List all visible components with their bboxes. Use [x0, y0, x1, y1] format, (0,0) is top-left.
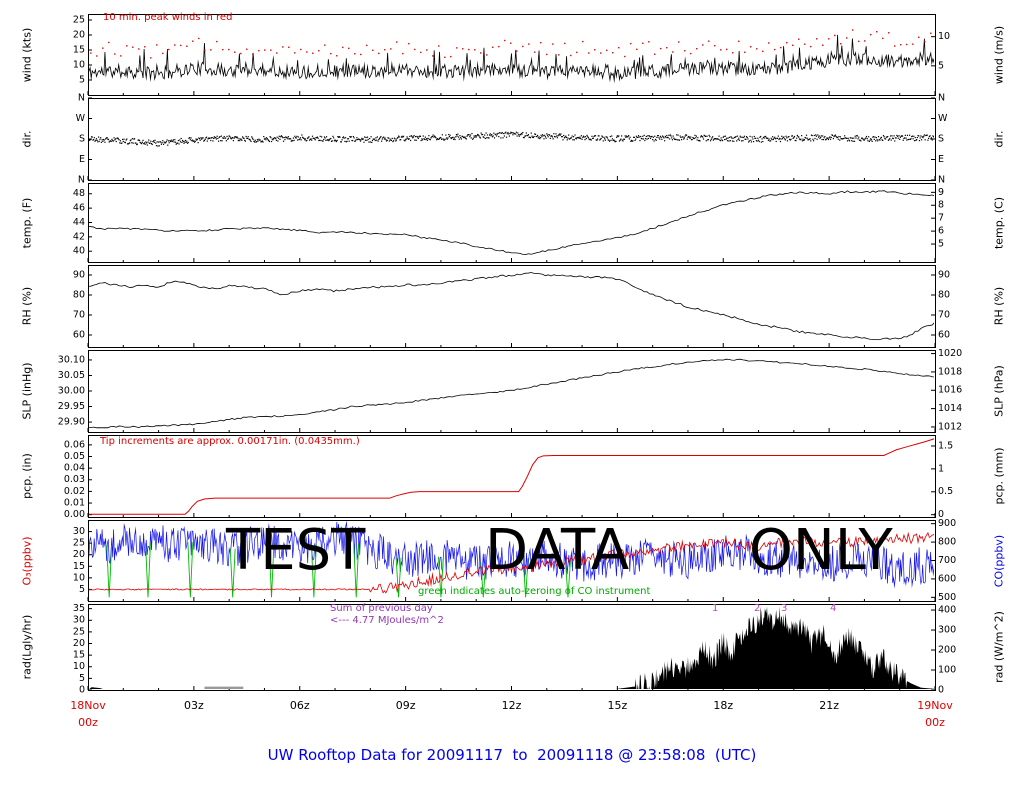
sum-previous-day-value: <--- 4.77 MJoules/m^2	[330, 615, 444, 626]
y-axis-label-left-slp: SLP (inHg)	[20, 362, 34, 420]
x-tick-label-03z: 03z	[183, 699, 204, 712]
chart-title: UW Rooftop Data for 20091117 to 20091118…	[267, 746, 757, 764]
y-axis-label-left-pcp: pcp. (in)	[20, 453, 34, 499]
x-tick-label-06z: 06z	[289, 699, 310, 712]
x-tick-label-19Nov-00z: 19Nov 00z	[917, 699, 953, 730]
y-axis-label-right-dir: dir.	[992, 130, 1006, 148]
y-axis-label-left-wind: wind (kts)	[20, 27, 34, 82]
wind-peaks-note: 10 min. peak winds in red	[103, 12, 233, 23]
rad-marker-1: 1	[712, 603, 719, 614]
x-tick-label-12z: 12z	[501, 699, 522, 712]
y-axis-label-right-rh: RH (%)	[992, 286, 1006, 326]
rad-marker-4: 4	[830, 603, 837, 614]
rad-marker-2: 2	[754, 603, 761, 614]
x-tick-label-21z: 21z	[819, 699, 840, 712]
y-axis-label-right-slp: SLP (hPa)	[992, 365, 1006, 417]
x-tick-label-09z: 09z	[395, 699, 416, 712]
x-tick-label-18Nov-00z: 18Nov 00z	[70, 699, 106, 730]
chart-canvas	[0, 0, 1024, 700]
y-axis-label-right-rad: rad (W/m^2)	[992, 611, 1006, 683]
y-axis-label-left-o3-co: O₃(ppbv)	[20, 535, 34, 586]
auto-zero-note: green indicates auto-zeroing of CO instr…	[418, 586, 651, 597]
y-axis-label-left-dir: dir.	[20, 130, 34, 148]
y-axis-label-right-pcp: pcp. (mm)	[992, 447, 1006, 505]
y-axis-label-left-rh: RH (%)	[20, 286, 34, 326]
x-tick-label-18z: 18z	[713, 699, 734, 712]
sum-previous-day-note: Sum of previous day	[330, 603, 433, 614]
y-axis-label-left-temp: temp. (F)	[20, 197, 34, 248]
y-axis-label-right-wind: wind (m/s)	[992, 25, 1006, 84]
tip-increments-note: Tip increments are approx. 0.00171in. (0…	[100, 436, 360, 447]
y-axis-label-right-temp: temp. (C)	[992, 196, 1006, 249]
y-axis-label-left-rad: rad(Lgly/hr)	[20, 614, 34, 680]
x-tick-label-15z: 15z	[607, 699, 628, 712]
y-axis-label-right-o3-co: CO(ppbv)	[992, 534, 1006, 587]
rad-marker-3: 3	[781, 603, 788, 614]
test-data-only-watermark: TEST DATA ONLY	[226, 518, 893, 583]
